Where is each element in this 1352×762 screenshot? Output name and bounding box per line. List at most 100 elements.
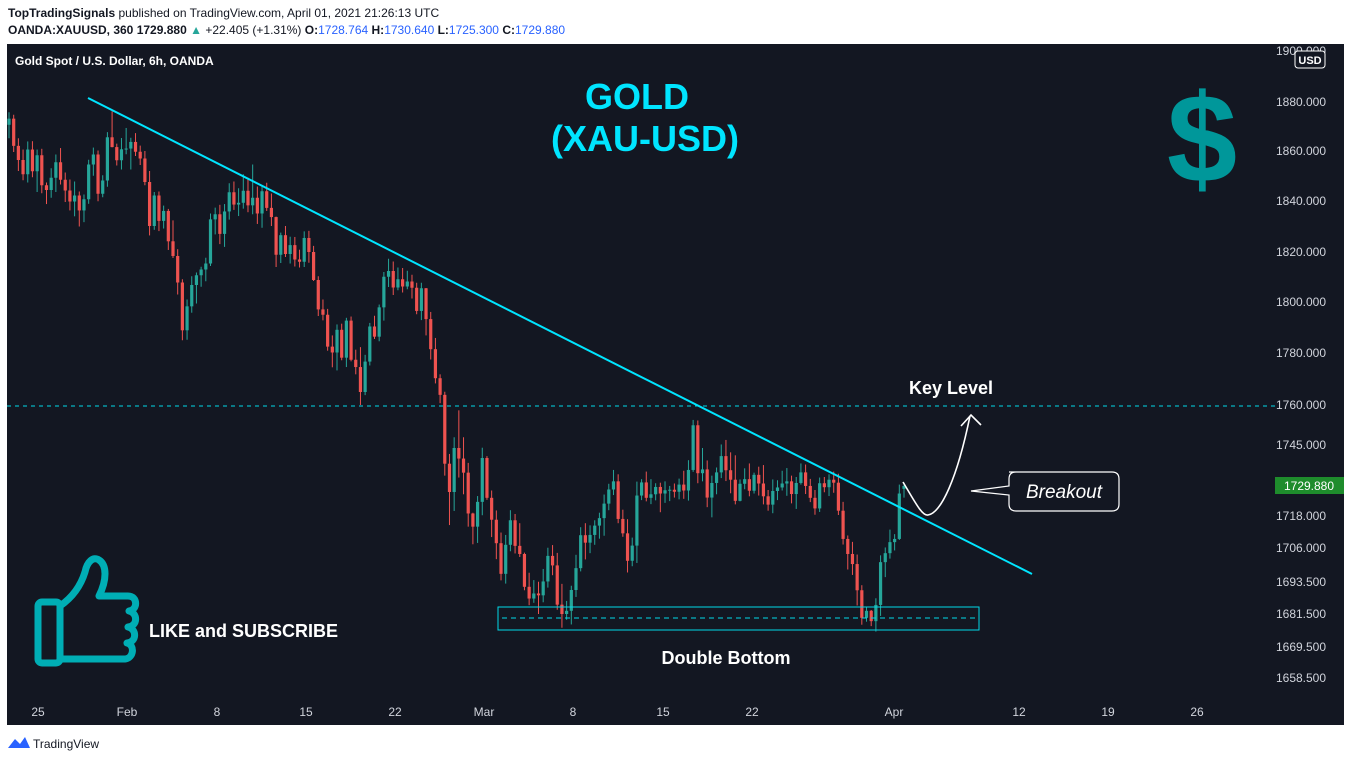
candle[interactable] (302, 231, 306, 267)
candle[interactable] (194, 272, 199, 304)
candle[interactable] (419, 282, 423, 321)
candle[interactable] (49, 168, 53, 198)
candle[interactable] (593, 520, 597, 545)
chart-canvas[interactable]: Breakout Key Level Double Bottom GOLD (X… (7, 44, 1344, 725)
candle[interactable] (157, 191, 161, 232)
candle[interactable] (597, 512, 602, 539)
candle[interactable] (124, 127, 128, 155)
candle[interactable] (864, 607, 869, 622)
candle[interactable] (363, 354, 367, 396)
candle[interactable] (649, 479, 653, 505)
candle[interactable] (789, 475, 794, 504)
candle[interactable] (490, 490, 494, 538)
candle[interactable] (438, 374, 442, 404)
candle[interactable] (143, 151, 147, 186)
candle[interactable] (471, 512, 475, 545)
candle[interactable] (902, 483, 906, 498)
candle[interactable] (527, 572, 531, 606)
candle[interactable] (180, 279, 184, 341)
candle[interactable] (818, 477, 822, 512)
tradingview-brand[interactable]: TradingView (33, 737, 100, 751)
candle[interactable] (621, 509, 625, 537)
candle[interactable] (279, 232, 283, 263)
candle[interactable] (391, 261, 395, 296)
candle[interactable] (386, 258, 391, 287)
candle[interactable] (133, 133, 138, 156)
candle[interactable] (358, 347, 363, 405)
chart-panel[interactable]: Breakout Key Level Double Bottom GOLD (X… (7, 44, 1344, 725)
candle[interactable] (433, 337, 438, 384)
candle[interactable] (443, 391, 447, 476)
candle[interactable] (316, 276, 320, 317)
candle[interactable] (700, 447, 705, 482)
candle[interactable] (733, 455, 737, 505)
candle[interactable] (222, 204, 227, 247)
candle[interactable] (40, 148, 44, 194)
candle[interactable] (822, 476, 826, 493)
candle[interactable] (396, 267, 400, 291)
candle[interactable] (602, 494, 606, 536)
candle[interactable] (719, 444, 723, 479)
candle[interactable] (96, 150, 100, 202)
trendline[interactable] (87, 97, 1033, 575)
candle[interactable] (480, 447, 484, 516)
candle[interactable] (475, 496, 480, 543)
candle[interactable] (714, 467, 719, 495)
double-bottom-box[interactable] (497, 606, 980, 631)
candle[interactable] (630, 537, 634, 567)
candle[interactable] (105, 132, 110, 187)
candle[interactable] (101, 175, 105, 198)
candle[interactable] (897, 484, 901, 540)
candle[interactable] (204, 257, 208, 282)
candle[interactable] (485, 456, 489, 500)
candle[interactable] (494, 510, 498, 560)
candle[interactable] (579, 527, 583, 572)
candle[interactable] (738, 479, 742, 502)
candle[interactable] (466, 462, 470, 527)
candle[interactable] (504, 534, 508, 584)
candle[interactable] (176, 249, 180, 295)
candle[interactable] (757, 466, 761, 496)
candle[interactable] (297, 249, 302, 268)
candle[interactable] (658, 482, 662, 513)
candle[interactable] (354, 349, 358, 375)
candle[interactable] (785, 468, 789, 496)
candle[interactable] (761, 465, 766, 505)
candle[interactable] (410, 274, 414, 299)
candle[interactable] (232, 181, 236, 210)
candle[interactable] (377, 304, 381, 342)
candle[interactable] (461, 437, 466, 495)
candle[interactable] (401, 268, 405, 293)
candle[interactable] (883, 547, 887, 578)
candle[interactable] (616, 474, 620, 524)
candle[interactable] (166, 208, 170, 250)
candle[interactable] (255, 186, 259, 224)
candle[interactable] (583, 523, 587, 560)
candle[interactable] (274, 216, 278, 267)
candle[interactable] (696, 420, 700, 484)
candle[interactable] (541, 568, 545, 603)
candle[interactable] (668, 485, 672, 502)
candle[interactable] (771, 479, 775, 514)
candle[interactable] (185, 299, 189, 340)
candle[interactable] (569, 585, 573, 625)
candle[interactable] (138, 145, 142, 165)
candle[interactable] (893, 534, 897, 551)
candle[interactable] (682, 470, 686, 499)
candle[interactable] (237, 188, 241, 217)
candle[interactable] (44, 182, 49, 205)
candle[interactable] (307, 230, 311, 263)
candle[interactable] (752, 472, 756, 494)
candle[interactable] (227, 183, 231, 220)
candle[interactable] (447, 453, 452, 526)
candle[interactable] (625, 519, 630, 573)
candle[interactable] (813, 489, 817, 515)
candle[interactable] (241, 174, 245, 209)
candle[interactable] (119, 138, 124, 170)
candle[interactable] (513, 513, 517, 554)
candle[interactable] (340, 323, 344, 361)
candle[interactable] (429, 311, 433, 360)
candle[interactable] (82, 194, 86, 223)
candle[interactable] (705, 460, 709, 508)
candle[interactable] (588, 525, 592, 554)
